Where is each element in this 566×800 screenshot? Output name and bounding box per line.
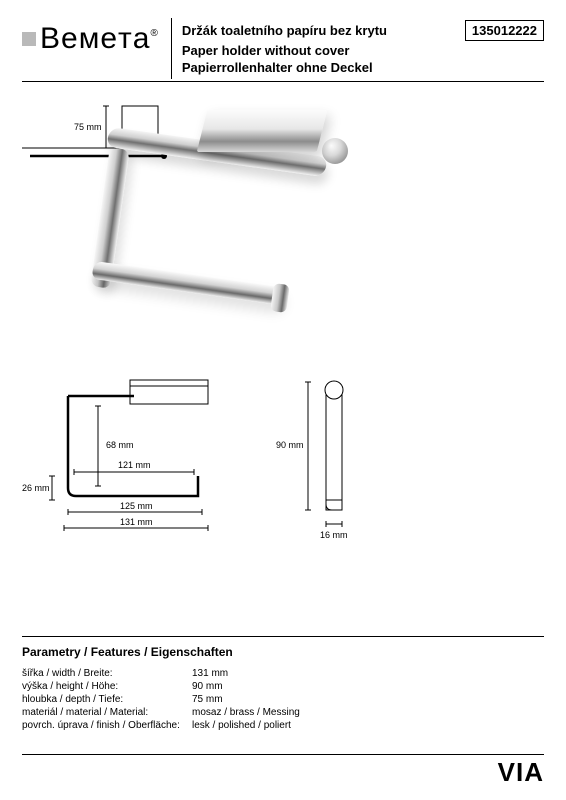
feature-value: 90 mm bbox=[192, 680, 300, 693]
diagrams: 68 mm 121 mm 26 mm 125 mm 131 mm bbox=[22, 372, 544, 632]
feature-label: povrch. úprava / finish / Oberfläche: bbox=[22, 719, 192, 732]
feature-label: hloubka / depth / Tiefe: bbox=[22, 693, 192, 706]
dim-side-h: 90 mm bbox=[276, 440, 304, 450]
dim-side-height: 26 mm bbox=[22, 483, 50, 493]
diagram-side-view: 90 mm 16 mm bbox=[262, 372, 382, 562]
dim-base-width: 125 mm bbox=[120, 501, 153, 511]
product-photo: 75 mm bbox=[22, 88, 544, 368]
table-row: výška / height / Höhe:90 mm bbox=[22, 680, 300, 693]
feature-label: materiál / material / Material: bbox=[22, 706, 192, 719]
photo-arm-tip bbox=[270, 283, 290, 313]
title-cs: Držák toaletního papíru bez krytu bbox=[182, 23, 387, 38]
photo-rod-cap bbox=[322, 138, 348, 164]
diagram-front-view: 68 mm 121 mm 26 mm 125 mm 131 mm bbox=[22, 372, 252, 562]
photo-mount bbox=[197, 110, 327, 152]
features-block: Parametry / Features / Eigenschaften šíř… bbox=[22, 636, 544, 732]
header: Beмeтa® Držák toaletního papíru bez kryt… bbox=[22, 18, 544, 82]
spec-sheet: Beмeтa® Držák toaletního papíru bez kryt… bbox=[0, 0, 566, 800]
table-row: šířka / width / Breite:131 mm bbox=[22, 667, 300, 680]
dim-inner-height: 68 mm bbox=[106, 440, 134, 450]
logo-square-icon bbox=[22, 32, 36, 46]
feature-value: 131 mm bbox=[192, 667, 300, 680]
series-name: VIA bbox=[498, 757, 544, 788]
feature-value: lesk / polished / poliert bbox=[192, 719, 300, 732]
title-block: Držák toaletního papíru bez krytu 135012… bbox=[171, 18, 544, 79]
features-table: šířka / width / Breite:131 mmvýška / hei… bbox=[22, 667, 300, 732]
table-row: hloubka / depth / Tiefe:75 mm bbox=[22, 693, 300, 706]
footer: VIA bbox=[22, 754, 544, 788]
sku: 135012222 bbox=[465, 20, 544, 41]
dim-inner-width: 121 mm bbox=[118, 460, 151, 470]
feature-value: mosaz / brass / Messing bbox=[192, 706, 300, 719]
dim-side-w: 16 mm bbox=[320, 530, 348, 540]
photo-arm-bottom bbox=[91, 261, 283, 305]
feature-label: šířka / width / Breite: bbox=[22, 667, 192, 680]
dim-depth: 75 mm bbox=[74, 122, 102, 132]
logo: Beмeтa® bbox=[22, 18, 159, 56]
dim-total-width: 131 mm bbox=[120, 517, 153, 527]
features-heading: Parametry / Features / Eigenschaften bbox=[22, 645, 544, 659]
title-en: Paper holder without cover bbox=[182, 43, 544, 58]
feature-label: výška / height / Höhe: bbox=[22, 680, 192, 693]
feature-value: 75 mm bbox=[192, 693, 300, 706]
title-de: Papierrollenhalter ohne Deckel bbox=[182, 60, 544, 75]
logo-text: Beмeтa® bbox=[40, 22, 159, 56]
table-row: materiál / material / Material:mosaz / b… bbox=[22, 706, 300, 719]
table-row: povrch. úprava / finish / Oberfläche:les… bbox=[22, 719, 300, 732]
